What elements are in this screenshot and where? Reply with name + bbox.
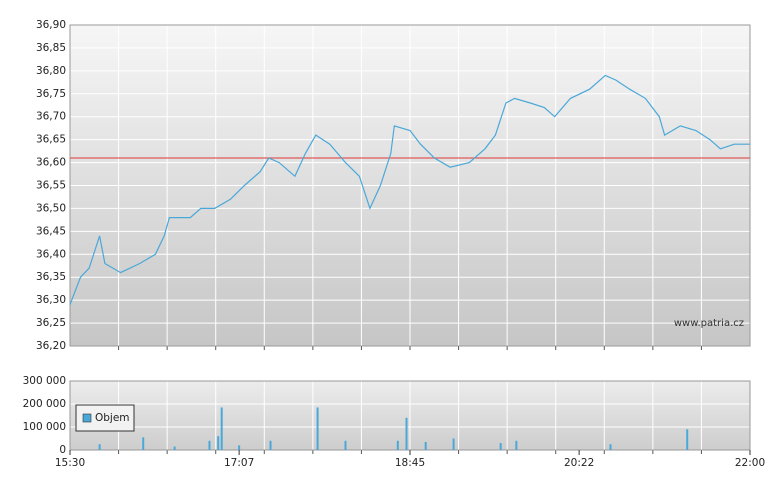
y-tick-label: 36,45 bbox=[36, 225, 66, 237]
volume-bar bbox=[173, 446, 176, 450]
y-tick-label: 0 bbox=[59, 444, 66, 456]
y-tick-label: 36,55 bbox=[36, 180, 66, 192]
x-tick-label: 22:00 bbox=[735, 457, 765, 469]
volume-bar bbox=[142, 437, 145, 450]
volume-bar bbox=[515, 440, 518, 450]
price-line bbox=[69, 74, 750, 305]
volume-bar bbox=[98, 444, 101, 450]
y-tick-label: 36,20 bbox=[36, 340, 66, 352]
y-tick-label: 200 000 bbox=[23, 398, 66, 410]
volume-bar bbox=[316, 407, 319, 450]
y-tick-label: 36,75 bbox=[36, 88, 66, 100]
volume-bar bbox=[269, 440, 272, 450]
y-tick-label: 300 000 bbox=[23, 375, 66, 387]
y-tick-label: 36,90 bbox=[36, 19, 66, 31]
volume-bar bbox=[424, 441, 427, 450]
volume-bar bbox=[208, 440, 211, 450]
y-tick-label: 36,70 bbox=[36, 111, 66, 123]
x-tick-label: 18:45 bbox=[395, 457, 425, 469]
y-tick-label: 36,40 bbox=[36, 248, 66, 260]
y-tick-label: 36,65 bbox=[36, 134, 66, 146]
legend-swatch bbox=[82, 413, 92, 423]
y-tick-label: 36,25 bbox=[36, 317, 66, 329]
volume-bar bbox=[686, 429, 689, 450]
y-tick-label: 36,50 bbox=[36, 202, 66, 214]
volume-bar bbox=[217, 436, 220, 450]
legend-label: Objem bbox=[95, 412, 130, 424]
plot-border bbox=[69, 24, 751, 347]
y-tick-label: 36,35 bbox=[36, 271, 66, 283]
y-tick-label: 36,80 bbox=[36, 65, 66, 77]
y-tick-label: 36,60 bbox=[36, 157, 66, 169]
volume-bar bbox=[396, 440, 399, 450]
y-tick-label: 36,30 bbox=[36, 294, 66, 306]
volume-bar bbox=[452, 438, 455, 450]
x-tick-label: 17:07 bbox=[224, 457, 254, 469]
volume-bar bbox=[344, 440, 347, 450]
y-tick-label: 36,85 bbox=[36, 42, 66, 54]
volume-bar bbox=[499, 443, 502, 450]
x-tick-label: 15:30 bbox=[55, 457, 85, 469]
volume-bar bbox=[609, 444, 612, 450]
watermark: www.patria.cz bbox=[674, 318, 744, 329]
volume-bar bbox=[220, 407, 223, 450]
volume-bar bbox=[238, 445, 241, 450]
y-tick-label: 100 000 bbox=[23, 421, 66, 433]
volume-bar bbox=[405, 417, 408, 450]
x-tick-label: 20:22 bbox=[564, 457, 594, 469]
